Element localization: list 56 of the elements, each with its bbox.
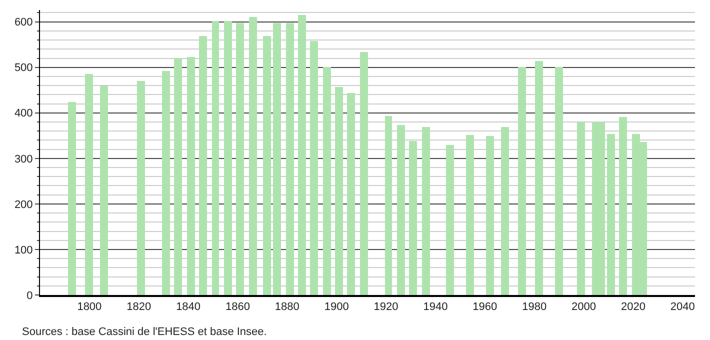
- bar: [397, 125, 405, 295]
- bar: [187, 57, 195, 295]
- bar: [323, 67, 331, 295]
- bar: [501, 127, 509, 295]
- x-tick-label: 1820: [126, 300, 152, 313]
- x-tick-label: 1860: [226, 300, 250, 313]
- y-tick-label: 0: [26, 290, 33, 302]
- bar: [286, 23, 294, 295]
- bar: [555, 67, 563, 295]
- bar: [273, 23, 281, 295]
- y-tick-label: 500: [14, 62, 33, 74]
- bar: [310, 41, 318, 295]
- x-tick-label: 1840: [176, 300, 201, 313]
- bar: [486, 136, 494, 295]
- bar: [212, 21, 219, 295]
- bar: [199, 36, 207, 295]
- bar: [409, 141, 417, 295]
- bar: [249, 17, 257, 295]
- bar: [466, 135, 474, 295]
- x-tick-label: 1880: [274, 300, 300, 313]
- x-tick-label: 2020: [620, 300, 646, 313]
- bar: [236, 23, 244, 295]
- bar: [100, 86, 108, 295]
- source-note: Sources : base Cassini de l'EHESS et base Insee.: [22, 326, 267, 338]
- bar: [360, 52, 368, 295]
- bar: [518, 67, 526, 295]
- bar: [263, 36, 271, 295]
- bar: [619, 117, 627, 295]
- y-tick-label: 100: [14, 244, 33, 256]
- bar: [347, 93, 355, 295]
- bar: [335, 87, 343, 295]
- bar: [298, 15, 306, 295]
- bar: [446, 145, 454, 295]
- y-tick-label: 600: [14, 16, 33, 29]
- x-tick-label: 2000: [572, 300, 596, 313]
- bar: [68, 102, 76, 295]
- bar: [385, 116, 392, 295]
- bar: [174, 58, 182, 295]
- x-tick-label: 1940: [423, 300, 448, 313]
- x-tick-label: 1800: [77, 300, 102, 313]
- x-tick-label: 2040: [670, 300, 695, 313]
- y-tick-label: 200: [14, 198, 33, 211]
- x-tick-label: 1920: [374, 300, 398, 313]
- bar: [607, 134, 615, 295]
- bar: [137, 81, 145, 295]
- bar: [577, 122, 585, 295]
- bar: [535, 61, 543, 295]
- y-tick-label: 300: [14, 153, 33, 166]
- x-tick-label: 1980: [522, 300, 547, 313]
- bar: [162, 71, 170, 295]
- bar: [85, 74, 93, 295]
- bar: [224, 21, 232, 295]
- bar: [422, 127, 430, 295]
- x-tick-label: 1960: [472, 300, 498, 313]
- x-tick-label: 1900: [324, 300, 349, 313]
- y-tick-label: 400: [14, 108, 33, 120]
